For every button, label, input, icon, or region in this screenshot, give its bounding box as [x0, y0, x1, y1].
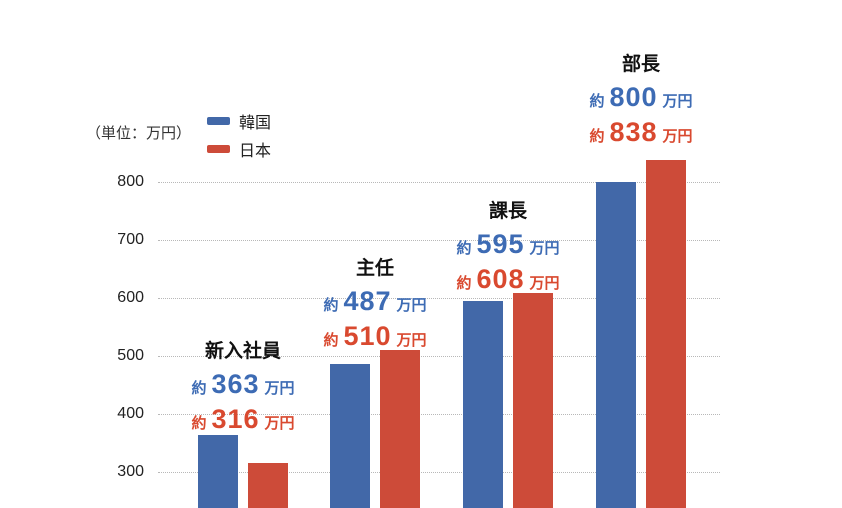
korea-value-label: 約 363 万円	[191, 369, 295, 399]
group-label: 新入社員	[204, 341, 281, 362]
bar-korea-0	[198, 435, 238, 508]
japan-value-label: 約 510 万円	[323, 321, 427, 351]
legend-item-korea: 韓国	[207, 107, 271, 135]
japan-value-label: 約 608 万円	[456, 264, 560, 294]
unit-label: （単位：万円）	[86, 125, 192, 142]
bar-japan-3	[646, 159, 686, 508]
korea-legend-label: 韓国	[239, 115, 272, 132]
japan-legend-label: 日本	[239, 143, 272, 160]
group-caption-shunin: 主任 約 487 万円 約 510 万円	[323, 257, 426, 356]
gridline-600	[158, 298, 720, 299]
japan-value-label: 約 316 万円	[191, 404, 295, 434]
bar-korea-3	[596, 182, 636, 508]
japan-legend-swatch	[207, 145, 230, 153]
bar-japan-0	[248, 462, 288, 508]
gridline-500	[158, 356, 720, 357]
bar-korea-2	[463, 300, 503, 508]
gridline-300	[158, 472, 720, 473]
group-caption-bucho: 部長 約 800 万円 約 838 万円	[589, 53, 692, 152]
y-axis-tick-600: 600	[117, 289, 144, 306]
korea-value-label: 約 595 万円	[456, 229, 560, 259]
y-axis-tick-800: 800	[117, 173, 144, 190]
group-caption-kacho: 課長 約 595 万円 約 608 万円	[456, 200, 559, 299]
group-label: 部長	[621, 54, 660, 75]
gridline-800	[158, 182, 720, 183]
y-axis-tick-500: 500	[117, 347, 144, 364]
gridline-700	[158, 240, 720, 241]
japan-value-label: 約 838 万円	[589, 117, 693, 147]
group-caption-shinnyushain: 新入社員 約 363 万円 約 316 万円	[191, 340, 294, 439]
korea-value-label: 約 487 万円	[323, 286, 427, 316]
y-axis-tick-300: 300	[117, 463, 144, 480]
y-axis-tick-400: 400	[117, 405, 144, 422]
group-label: 課長	[488, 201, 527, 222]
korea-legend-swatch	[207, 117, 230, 125]
legend-item-japan: 日本	[207, 135, 271, 163]
bar-korea-1	[330, 363, 370, 508]
bar-japan-2	[513, 293, 553, 508]
gridline-400	[158, 414, 720, 415]
bar-japan-1	[380, 350, 420, 508]
y-axis-tick-700: 700	[117, 231, 144, 248]
korea-value-label: 約 800 万円	[589, 82, 693, 112]
legend: 韓国 日本	[207, 107, 271, 163]
group-label: 主任	[355, 258, 394, 279]
